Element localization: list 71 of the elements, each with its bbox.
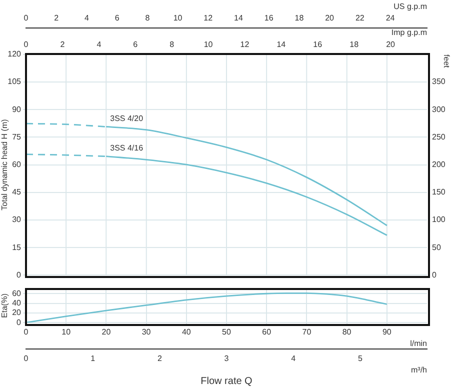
x2-tick-label: 2 (60, 40, 66, 49)
y-tick-label: 60 (12, 288, 22, 298)
y2-tick-label: 300 (432, 104, 446, 114)
y-tick-label: 75 (12, 132, 22, 142)
x2-tick-label: 2 (157, 354, 162, 363)
y-tick-label: 20 (12, 308, 22, 318)
x-tick-label: 20 (102, 328, 112, 337)
x-tick-label: 20 (325, 14, 335, 23)
x2-tick-label: 6 (133, 40, 138, 49)
x2-tick-label: 10 (204, 40, 214, 49)
y-tick-label: 30 (12, 215, 22, 224)
x2-tick-label: 1 (90, 354, 96, 363)
x2-tick-label: 0 (24, 40, 29, 49)
x-tick-label: 18 (294, 14, 304, 23)
x2-tick-label: 14 (276, 40, 286, 49)
x-tick-label: 4 (84, 14, 90, 23)
y2-tick-label: 0 (432, 270, 437, 280)
x-axis-title: US g.p.m (394, 2, 428, 12)
x-tick-label: 12 (204, 14, 214, 23)
x2-tick-label: 0 (24, 354, 29, 363)
x-tick-label: 24 (386, 14, 396, 23)
y-tick-label: 0 (16, 318, 22, 327)
x-tick-label: 50 (222, 328, 232, 337)
x-tick-label: 14 (234, 14, 244, 23)
x-tick-label: 10 (62, 328, 72, 337)
x-tick-label: 6 (114, 14, 120, 23)
x2-tick-label: 20 (386, 40, 396, 49)
x-tick-label: 80 (342, 328, 352, 337)
x-tick-label: 70 (302, 328, 312, 337)
y-tick-label: 40 (12, 298, 22, 308)
y2-tick-label: 100 (432, 215, 446, 224)
x2-axis-title: m³/h (411, 365, 427, 374)
y2-tick-label: 150 (432, 188, 446, 197)
x-tick-label: 90 (382, 328, 392, 337)
series-label: 3SS 4/16 (110, 144, 144, 153)
x2-tick-label: 4 (96, 40, 102, 49)
series-label: 3SS 4/20 (110, 114, 144, 123)
x-tick-label: 2 (54, 14, 60, 23)
y-tick-label: 45 (12, 188, 22, 197)
y-tick-label: 120 (8, 50, 22, 59)
x-tick-label: 10 (173, 14, 183, 23)
x2-tick-label: 12 (240, 40, 250, 49)
x2-tick-label: 4 (291, 354, 296, 363)
x-axis-title: l/min (410, 339, 427, 348)
x2-tick-label: 3 (224, 354, 230, 363)
y-axis-title: Eta(%) (0, 293, 10, 318)
x-tick-label: 60 (262, 328, 272, 337)
y-tick-label: 0 (16, 270, 22, 280)
y-axis-title: Total dynamic head H (m) (0, 118, 10, 210)
x-tick-label: 16 (264, 14, 274, 23)
text: Flow rate Q (200, 376, 253, 387)
y-tick-label: 90 (12, 104, 22, 114)
x-tick-label: 0 (24, 328, 29, 337)
y2-tick-label: 200 (432, 160, 446, 170)
y2-tick-label: 350 (432, 77, 446, 86)
x2-tick-label: 5 (358, 354, 363, 363)
y-tick-label: 60 (12, 160, 22, 170)
y-tick-label: 15 (12, 242, 22, 252)
x2-axis-title: Imp g.p.m (391, 28, 428, 38)
x-tick-label: 0 (24, 14, 29, 23)
x2-tick-label: 8 (170, 40, 175, 49)
x2-tick-label: 18 (350, 40, 360, 49)
y-tick-label: 105 (8, 77, 22, 86)
x-tick-label: 30 (142, 328, 152, 337)
y2-tick-label: 250 (432, 132, 446, 142)
x-tick-label: 40 (182, 328, 192, 337)
x-tick-label: 8 (145, 14, 150, 23)
y2-axis-title: feet (442, 54, 451, 69)
y2-tick-label: 50 (432, 242, 442, 252)
x-tick-label: 22 (355, 14, 365, 23)
x2-tick-label: 16 (313, 40, 323, 49)
